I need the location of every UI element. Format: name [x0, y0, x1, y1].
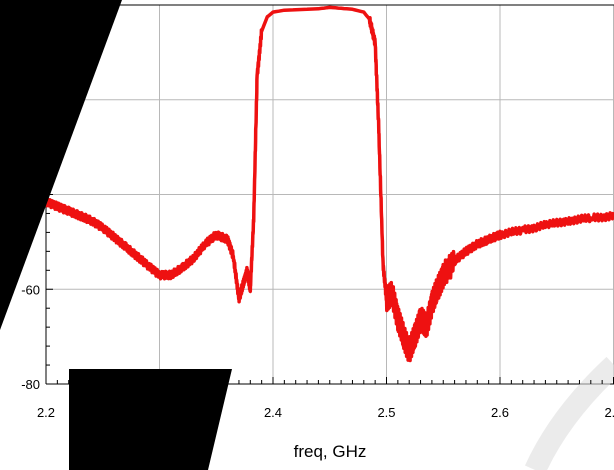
- watermark-arc: [524, 356, 614, 470]
- x-tick-label: 2.5: [377, 405, 395, 420]
- x-axis-label: freq, GHz: [294, 442, 367, 461]
- y-tick-label: -80: [21, 377, 40, 392]
- x-tick-label: 2.6: [491, 405, 509, 420]
- black-occluding-shape-left: [0, 0, 122, 330]
- x-tick-label: 2.3: [150, 405, 168, 420]
- series-line: [44, 5, 614, 363]
- black-occluding-shape-bottom: [69, 369, 232, 470]
- grid: [46, 4, 614, 385]
- y-tick-label: -60: [21, 282, 40, 297]
- x-tick-label: 2.2: [37, 405, 55, 420]
- ticks-layer: [45, 4, 614, 385]
- series-layer: [44, 5, 614, 363]
- x-tick-label: 2.7: [604, 405, 614, 420]
- x-tick-label: 2.4: [264, 405, 282, 420]
- labels-layer: freq, GHz 2.2 2.3 2.4 2.5 2.6 2.7 -80 -60: [21, 282, 614, 461]
